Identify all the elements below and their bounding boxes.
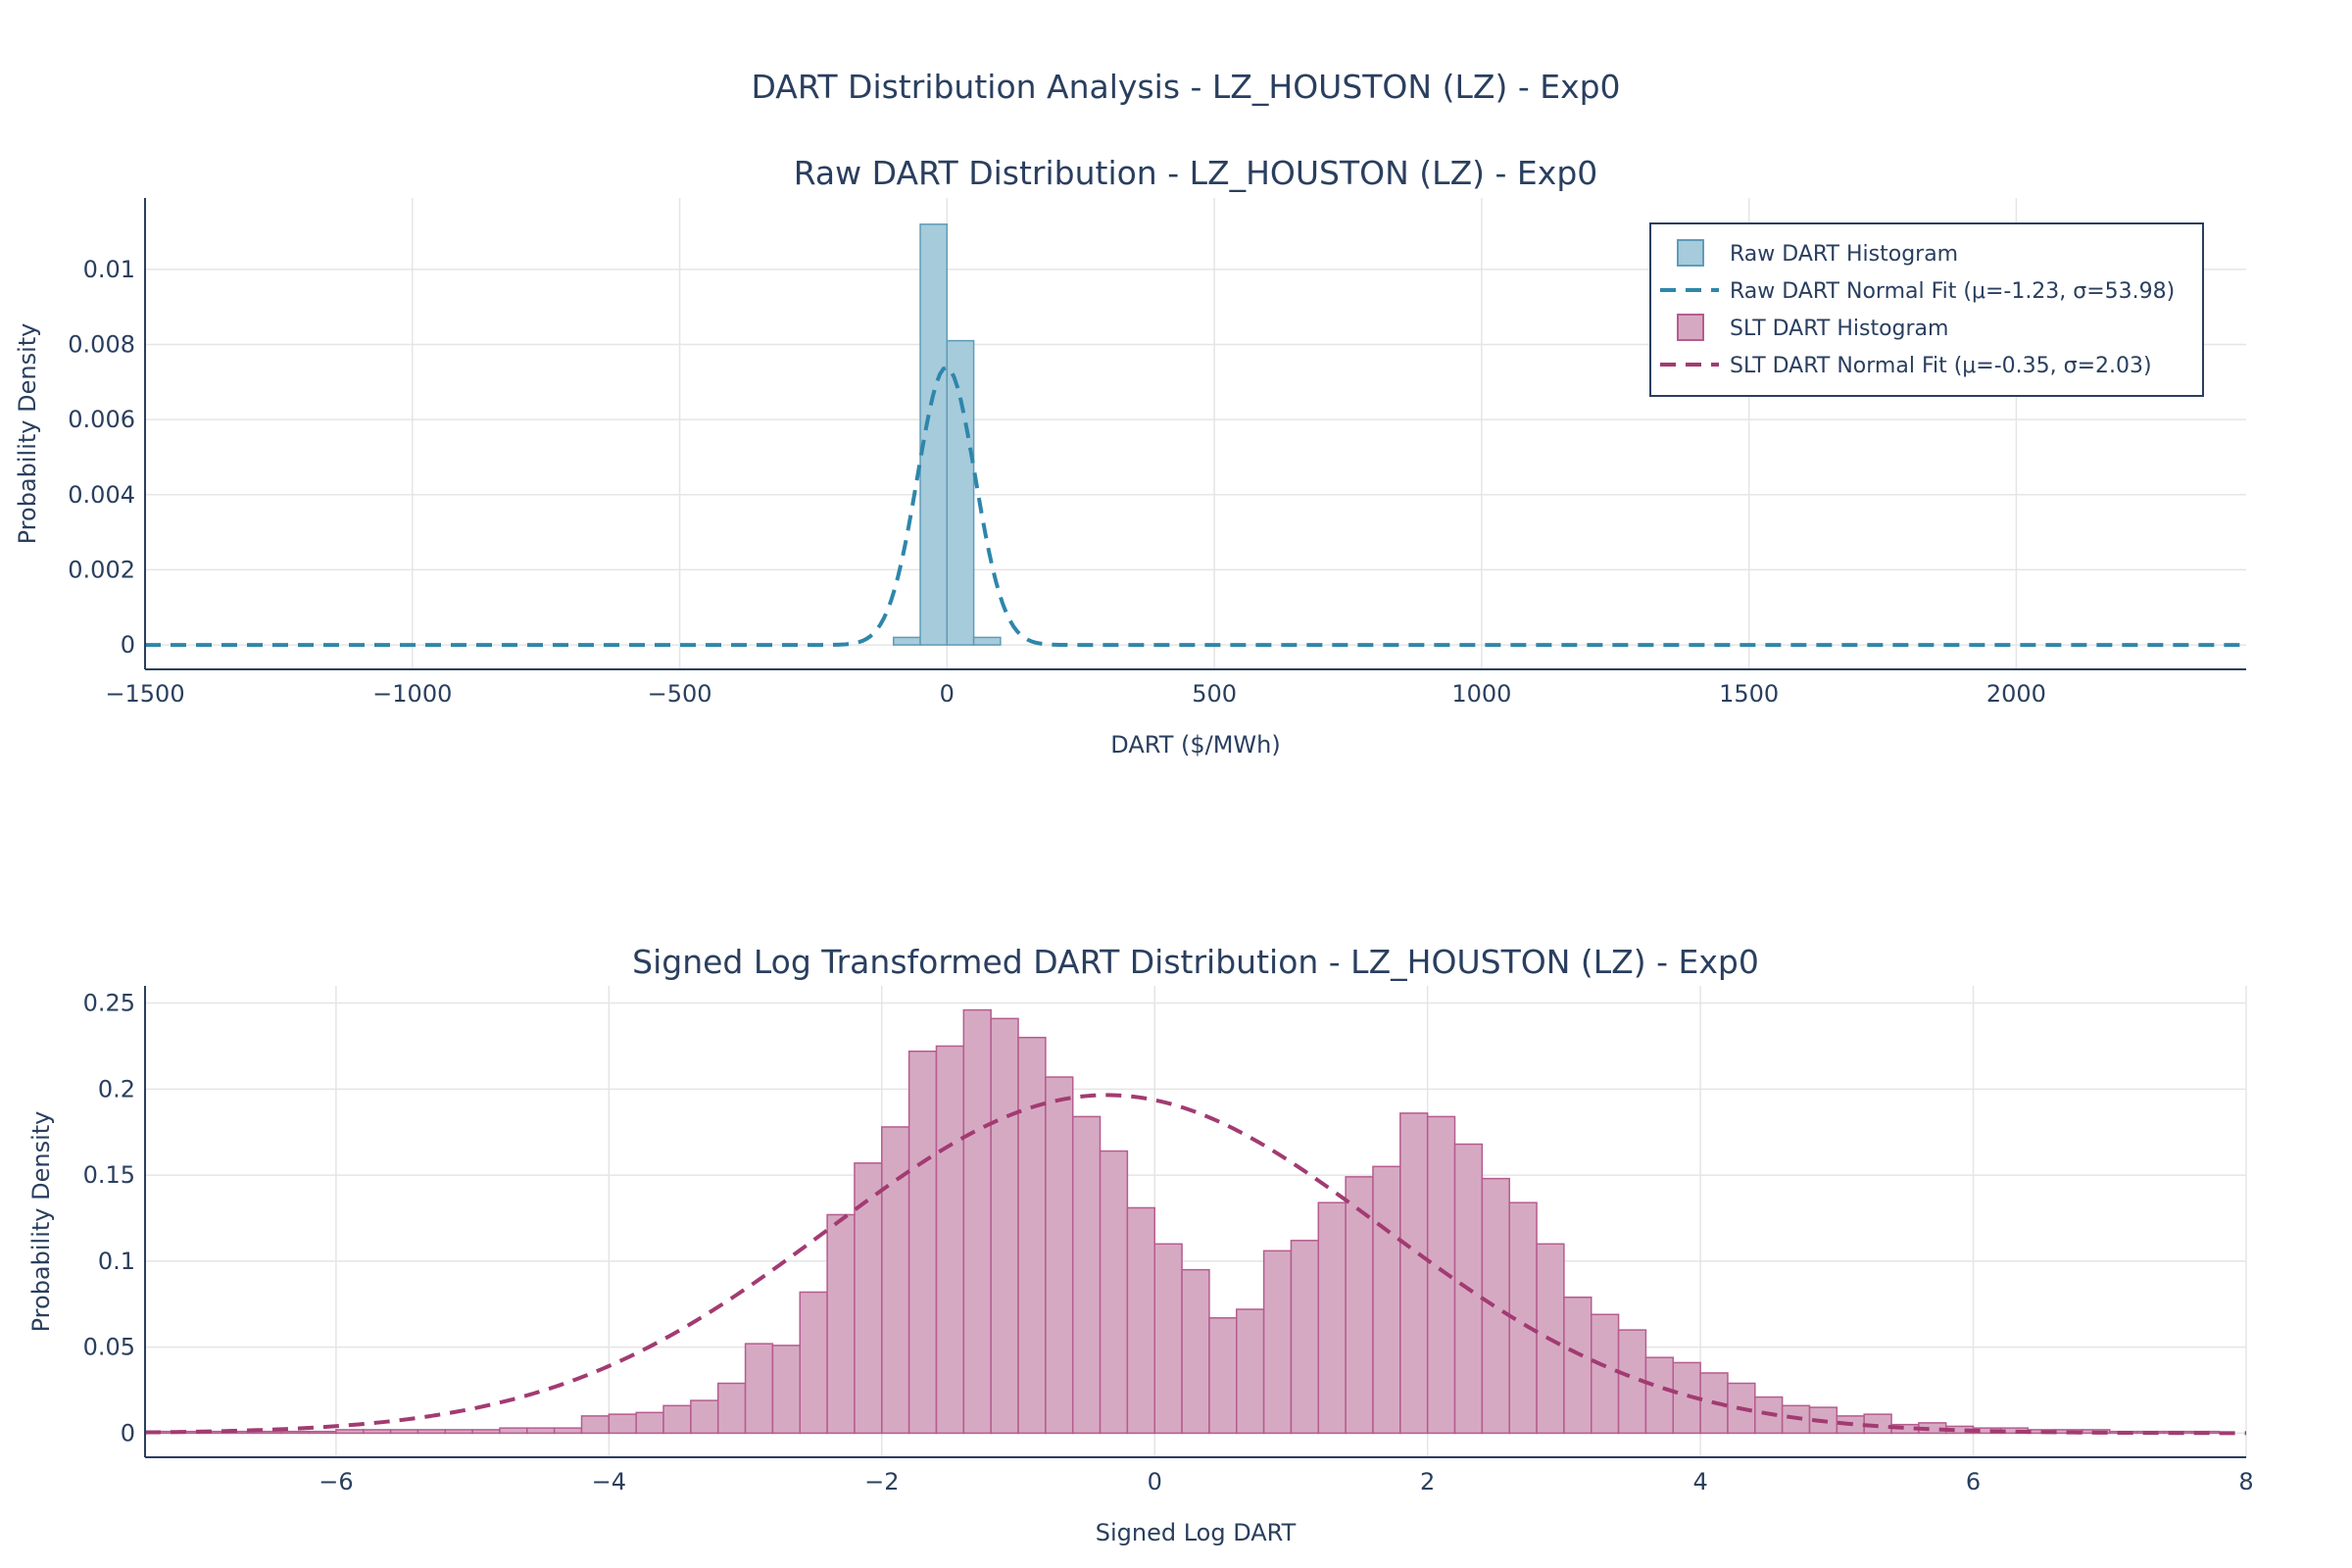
subplot-title: Signed Log Transformed DART Distribution…	[632, 943, 1759, 981]
histogram-bar	[363, 1429, 392, 1435]
y-axis-label: Probability Density	[14, 323, 41, 545]
x-tick-label: 8	[2238, 1468, 2253, 1495]
histogram-bar	[1045, 1076, 1074, 1435]
y-tick-label: 0.25	[83, 990, 135, 1017]
histogram-bar	[416, 1429, 447, 1435]
histogram-bar	[972, 636, 1002, 646]
histogram-bar	[799, 1291, 828, 1435]
x-tick-label: 2000	[1986, 680, 2046, 708]
histogram-bar	[1071, 1115, 1102, 1435]
y-tick-label: 0.002	[68, 556, 135, 583]
histogram-bar	[1236, 1308, 1265, 1435]
legend-item-label: Raw DART Normal Fit (μ=-1.23, σ=53.98)	[1730, 279, 2175, 304]
x-tick-label: 4	[1692, 1468, 1707, 1495]
histogram-bar	[946, 339, 975, 646]
legend-item-label: Raw DART Histogram	[1730, 242, 1958, 267]
histogram-bar	[1126, 1206, 1155, 1435]
legend-item-label: SLT DART Histogram	[1730, 317, 1948, 341]
histogram-bar	[1372, 1165, 1401, 1435]
y-tick-label: 0.05	[83, 1334, 135, 1361]
x-tick-label: 0	[940, 680, 955, 708]
histogram-bar	[499, 1427, 528, 1435]
histogram-bar	[1099, 1150, 1129, 1435]
y-tick-label: 0	[121, 631, 135, 659]
y-axis-label: Probability Density	[27, 1111, 55, 1333]
histogram-bar	[389, 1429, 419, 1435]
slt-dart-panel: Signed Log Transformed DART Distribution…	[27, 943, 2254, 1546]
x-tick-label: −2	[864, 1468, 899, 1495]
histogram-bar	[308, 1430, 337, 1435]
histogram-bar	[716, 1382, 747, 1435]
y-tick-label: 0.004	[68, 481, 135, 509]
histogram-bar	[444, 1429, 473, 1435]
normal-fit-line	[145, 365, 2246, 648]
y-tick-label: 0.1	[98, 1248, 135, 1275]
histogram-bar	[1590, 1313, 1620, 1435]
histogram-bar	[771, 1345, 802, 1435]
y-tick-label: 0.01	[83, 256, 135, 283]
histogram-bar	[962, 1008, 992, 1435]
histogram-bar	[854, 1162, 883, 1435]
y-tick-label: 0.006	[68, 406, 135, 433]
histogram-bar	[919, 223, 949, 646]
histogram-bar	[893, 636, 921, 646]
normal-fit-line	[144, 1093, 2246, 1436]
legend-item-label: SLT DART Normal Fit (μ=-0.35, σ=2.03)	[1730, 354, 2152, 378]
histogram-bar	[1399, 1112, 1429, 1435]
legend: Raw DART Histogram Raw DART Normal Fit (μ…	[1649, 222, 2204, 397]
histogram-bar	[744, 1343, 774, 1435]
histogram-bar	[1644, 1356, 1675, 1435]
subplot-title: Raw DART Distribution - LZ_HOUSTON (LZ) …	[794, 154, 1598, 192]
legend-swatch-bar	[1677, 314, 1704, 341]
histogram-bar	[690, 1399, 719, 1435]
x-axis-label: DART ($/MWh)	[1110, 731, 1280, 759]
legend-box	[1649, 222, 2204, 397]
histogram-bar	[1153, 1243, 1183, 1435]
histogram-bar	[280, 1430, 310, 1435]
histogram-bar	[580, 1415, 611, 1435]
histogram-bar	[907, 1050, 938, 1435]
x-tick-label: 1500	[1719, 680, 1779, 708]
histogram-bar	[1017, 1036, 1047, 1435]
histogram-bar	[1181, 1268, 1210, 1435]
y-tick-label: 0	[121, 1419, 135, 1446]
histogram-bar	[1345, 1176, 1374, 1435]
histogram-bar	[935, 1045, 965, 1435]
histogram-bar	[881, 1126, 910, 1435]
x-axis-label: Signed Log DART	[1096, 1519, 1297, 1546]
x-tick-label: 0	[1148, 1468, 1162, 1495]
x-tick-label: −4	[592, 1468, 626, 1495]
histogram-bar	[1563, 1296, 1592, 1435]
histogram-bar	[553, 1427, 583, 1435]
histogram-bar	[335, 1429, 365, 1435]
y-tick-label: 0.15	[83, 1161, 135, 1189]
histogram-bar	[635, 1411, 664, 1435]
raw-dart-panel: Raw DART Distribution - LZ_HOUSTON (LZ) …	[14, 154, 2246, 759]
histogram-bar	[471, 1429, 501, 1435]
histogram-bar	[1208, 1317, 1238, 1435]
histogram-bar	[662, 1404, 692, 1435]
x-tick-label: 1000	[1451, 680, 1511, 708]
x-tick-label: 2	[1420, 1468, 1435, 1495]
figure-title: DART Distribution Analysis - LZ_HOUSTON …	[751, 68, 1620, 106]
legend-swatch-bar	[1677, 239, 1704, 267]
x-tick-label: 500	[1192, 680, 1237, 708]
x-tick-label: −1000	[372, 680, 452, 708]
histogram-bar	[990, 1017, 1019, 1435]
histogram-bar	[1262, 1250, 1293, 1435]
histogram-bar	[1290, 1240, 1320, 1435]
histogram-bar	[1481, 1177, 1510, 1435]
x-tick-label: −500	[648, 680, 712, 708]
histogram-bar	[526, 1427, 556, 1435]
histogram-bar	[608, 1413, 637, 1435]
x-tick-label: −6	[318, 1468, 353, 1495]
y-tick-label: 0.2	[98, 1075, 135, 1102]
x-tick-label: −1500	[105, 680, 184, 708]
histogram-bar	[1317, 1201, 1347, 1435]
x-tick-label: 6	[1966, 1468, 1981, 1495]
histogram-bar	[826, 1213, 856, 1435]
y-tick-label: 0.008	[68, 330, 135, 358]
